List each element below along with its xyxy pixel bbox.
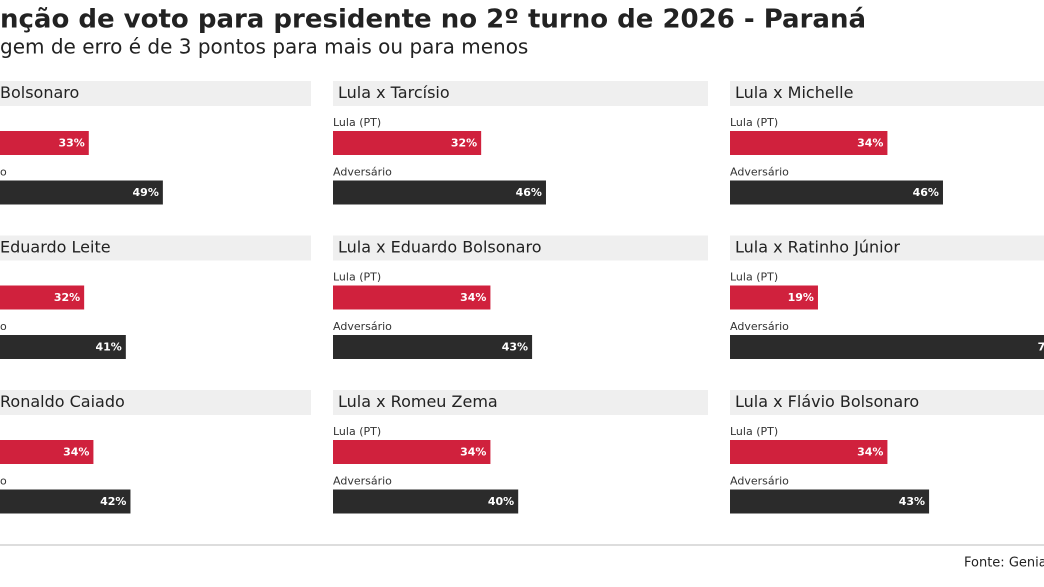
panel-title: Lula x Ratinho Júnior — [735, 238, 900, 257]
category-label: Lula (PT) — [333, 425, 381, 438]
bar — [730, 180, 943, 205]
category-label: Lula (PT) — [730, 271, 778, 284]
value-label: 46% — [516, 186, 542, 199]
panel-title: Ronaldo Caiado — [0, 392, 125, 411]
source: Fonte: Genia — [964, 556, 1044, 571]
bar — [333, 335, 533, 359]
value-label: 19% — [788, 291, 814, 304]
bar — [730, 489, 930, 514]
bar — [0, 180, 163, 205]
value-label: 32% — [54, 291, 80, 304]
bar — [0, 335, 126, 359]
panel-header — [730, 81, 1044, 106]
value-label: 49% — [133, 186, 159, 199]
bar — [0, 440, 94, 464]
bar — [730, 440, 888, 464]
category-label: Adversário — [333, 475, 392, 488]
value-label: 34% — [857, 446, 883, 459]
category-label: o — [0, 166, 7, 179]
category-label: Adversário — [730, 320, 789, 333]
category-label: Adversário — [730, 475, 789, 488]
panel-header — [0, 81, 311, 106]
panel-title: Lula x Tarcísio — [338, 83, 450, 102]
bar — [730, 335, 1044, 359]
panel-header — [730, 390, 1044, 415]
category-label: o — [0, 475, 7, 488]
bar — [0, 489, 131, 514]
value-label: 34% — [460, 446, 486, 459]
value-label: 42% — [100, 495, 126, 508]
category-label: Adversário — [333, 320, 392, 333]
category-label: Lula (PT) — [333, 116, 381, 129]
bar — [333, 180, 546, 205]
chart-title: nção de voto para presidente no 2º turno… — [0, 5, 866, 35]
value-label: 73% — [1038, 341, 1044, 354]
panel-title: Lula x Romeu Zema — [338, 392, 498, 411]
panel-title: Lula x Flávio Bolsonaro — [735, 392, 919, 411]
panel-header — [333, 81, 708, 106]
panel-header — [333, 390, 708, 415]
bar — [0, 131, 89, 155]
panel-header — [333, 235, 708, 261]
category-label: o — [0, 320, 7, 333]
panel-title: Lula x Eduardo Bolsonaro — [338, 238, 542, 257]
category-label: Lula (PT) — [730, 116, 778, 129]
bar — [333, 131, 482, 155]
bar — [730, 131, 888, 155]
panel-header — [0, 390, 311, 415]
panel-title: Lula x Michelle — [735, 83, 853, 102]
panel-header — [730, 235, 1044, 261]
value-label: 34% — [63, 446, 89, 459]
panel-title: Bolsonaro — [0, 83, 79, 102]
bar — [0, 285, 85, 310]
bar — [333, 285, 491, 310]
value-label: 41% — [95, 341, 121, 354]
category-label: Adversário — [333, 166, 392, 179]
panel-title: Eduardo Leite — [0, 238, 111, 257]
category-label: Lula (PT) — [333, 271, 381, 284]
bar — [333, 440, 491, 464]
value-label: 40% — [488, 495, 514, 508]
value-label: 46% — [913, 186, 939, 199]
chart-subtitle: gem de erro é de 3 pontos para mais ou p… — [0, 35, 528, 59]
bar — [333, 489, 519, 514]
value-label: 34% — [857, 137, 883, 150]
category-label: Lula (PT) — [730, 425, 778, 438]
panel-header — [0, 235, 311, 261]
value-label: 43% — [502, 341, 528, 354]
bar — [730, 285, 818, 310]
value-label: 43% — [899, 495, 925, 508]
category-label: Adversário — [730, 166, 789, 179]
value-label: 33% — [58, 137, 84, 150]
value-label: 34% — [460, 291, 486, 304]
value-label: 32% — [451, 137, 477, 150]
